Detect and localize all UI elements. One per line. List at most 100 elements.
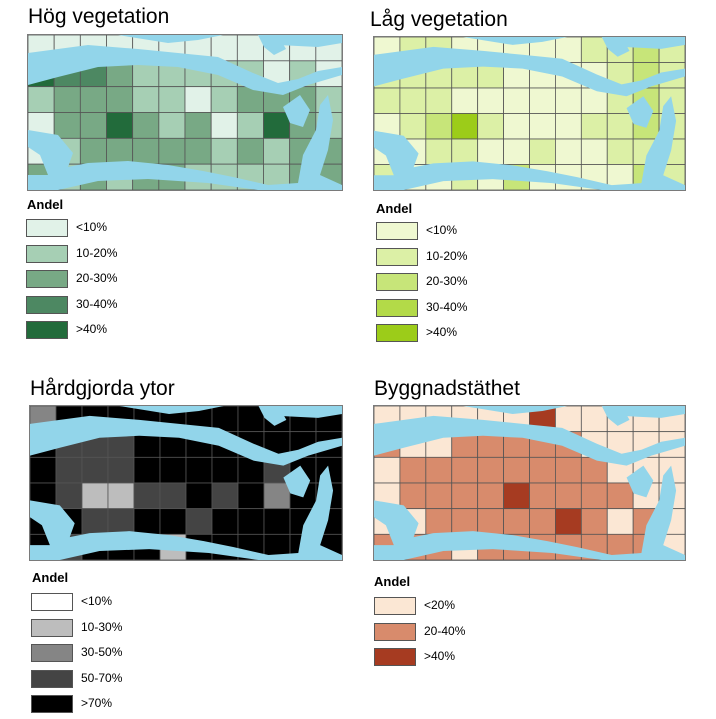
grid-cell <box>211 456 239 484</box>
grid-cell <box>184 86 212 113</box>
panel-title-hard: Hårdgjorda ytor <box>30 377 175 400</box>
water-area <box>30 415 342 466</box>
legend-swatch <box>26 321 68 339</box>
legend-swatch <box>376 298 418 317</box>
grid-cell <box>606 482 634 510</box>
grid-cell <box>158 86 186 113</box>
legend-swatch <box>26 270 68 288</box>
water-area <box>626 96 654 128</box>
map-svg-lag <box>374 37 685 190</box>
map-svg-hard <box>30 406 342 560</box>
grid-cell <box>477 113 504 140</box>
grid-cell <box>503 508 530 535</box>
grid-cell <box>529 456 556 484</box>
legend-label: >40% <box>426 325 458 339</box>
legend-label: 10-30% <box>81 619 123 634</box>
water-area <box>374 96 685 190</box>
legend-item: 50-70% <box>31 669 171 688</box>
grid-cell <box>555 138 582 165</box>
legend-swatch <box>376 222 418 240</box>
grid-cell <box>580 508 608 535</box>
grid-cell <box>555 406 582 433</box>
legend-label: <10% <box>426 223 458 237</box>
legend-label: 10-20% <box>76 245 118 260</box>
grid-cell <box>399 87 427 114</box>
legend-label: 30-50% <box>81 645 123 659</box>
map-byggnadstathet[interactable] <box>373 405 686 561</box>
water-area <box>28 35 342 47</box>
grid-cell <box>606 508 634 535</box>
water-area <box>601 406 630 426</box>
grid-cell <box>425 138 453 165</box>
panel-title-bygg: Byggnadstäthet <box>374 377 520 400</box>
grid-cell <box>451 87 479 114</box>
legend-item: 10-30% <box>31 618 171 637</box>
legend-item: 10-20% <box>376 247 516 266</box>
legend-item: 20-30% <box>26 270 166 288</box>
grid-cell <box>451 138 479 165</box>
legend-label: <20% <box>424 598 456 612</box>
grid-cell <box>529 138 556 165</box>
legend-swatch <box>31 593 73 611</box>
legend-item: >70% <box>31 695 171 713</box>
legend-label: >70% <box>81 696 113 710</box>
grid-cell <box>529 508 556 535</box>
map-hog-vegetation[interactable] <box>27 34 343 191</box>
grid-cell <box>107 482 135 510</box>
grid-cell <box>451 113 479 140</box>
grid-cell <box>158 137 186 165</box>
grid-cell <box>210 137 238 165</box>
legend-swatch <box>31 644 73 662</box>
legend-item: 30-50% <box>31 644 171 662</box>
legend-label: 20-40% <box>424 623 466 638</box>
grid-cell <box>263 508 291 535</box>
grid-cell <box>399 456 427 484</box>
water-area <box>374 46 685 97</box>
legend-label: 50-70% <box>81 670 123 685</box>
map-lag-vegetation[interactable] <box>373 36 686 191</box>
grid-cell <box>374 87 401 114</box>
grid-cell <box>580 113 608 140</box>
map-hardgjorda-ytor[interactable] <box>29 405 343 561</box>
legend-swatch <box>374 597 416 615</box>
grid-cell <box>211 508 239 535</box>
legend-item: 20-30% <box>376 273 516 291</box>
legend-label: 20-30% <box>426 274 468 288</box>
grid-cell <box>132 86 160 113</box>
grid-cell <box>159 482 187 510</box>
panel-title-lag: Låg vegetation <box>370 8 508 31</box>
water-area <box>30 406 342 418</box>
grid-cell <box>55 482 83 510</box>
grid-cell <box>555 87 582 114</box>
grid-cell <box>451 508 479 535</box>
grid-cell <box>503 113 530 140</box>
grid-cell <box>79 86 107 113</box>
grid-cell <box>53 112 81 139</box>
grid-cell <box>133 456 161 484</box>
grid-cell <box>451 456 479 484</box>
grid-cell <box>529 113 556 140</box>
grid-cell <box>210 86 238 113</box>
grid-cell <box>425 508 453 535</box>
grid-cell <box>210 35 238 62</box>
legend-swatch <box>376 247 418 266</box>
legend-label: >40% <box>424 649 456 663</box>
legend-item: <10% <box>376 222 516 240</box>
water-area <box>374 406 685 418</box>
grid-cell <box>503 87 530 114</box>
grid-cell <box>425 87 453 114</box>
panel-title-hog: Hög vegetation <box>28 5 170 28</box>
legend-item: <10% <box>31 593 171 611</box>
legend-title-hog: Andel <box>27 197 64 212</box>
legend-item: 10-20% <box>26 244 166 263</box>
grid-cell <box>555 482 582 510</box>
grid-cell <box>555 508 582 535</box>
legend-title-lag: Andel <box>376 201 413 216</box>
legend-label: 20-30% <box>76 271 118 285</box>
grid-cell <box>477 456 504 484</box>
legend-label: 30-40% <box>76 296 118 311</box>
water-area <box>30 465 342 560</box>
grid-cell <box>606 138 634 165</box>
grid-cell <box>399 482 427 510</box>
grid-cell <box>425 113 453 140</box>
